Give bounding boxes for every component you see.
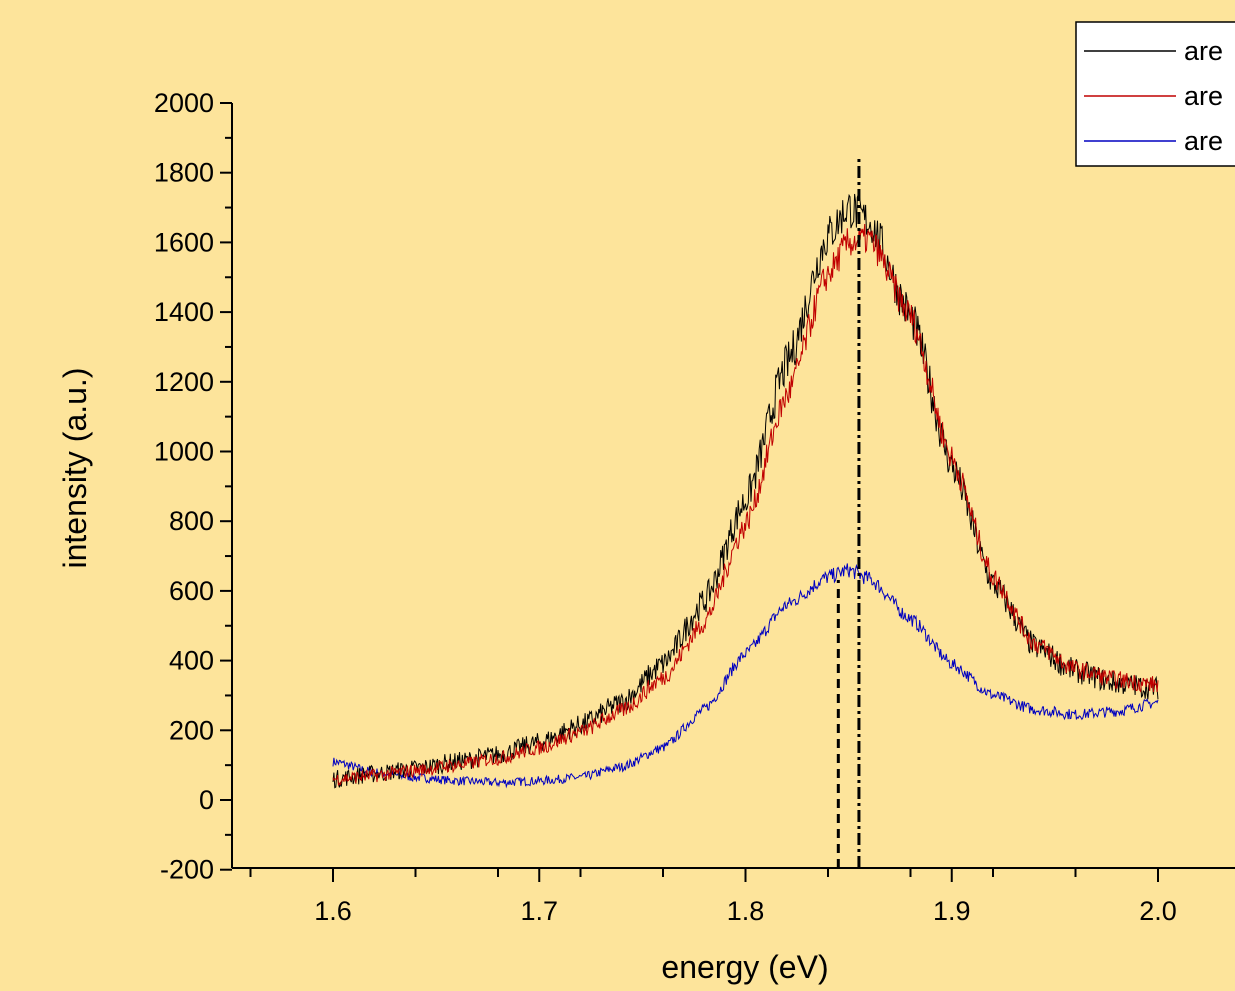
x-tick-label: 1.6 [314,896,352,926]
x-tick-label: 2.0 [1139,896,1177,926]
y-tick-label: 0 [199,785,214,815]
y-tick-label: 1400 [154,297,214,327]
axes: -200 0 200 400 600 800 1000 1200 1400 1600 1800 200… [154,88,1235,926]
y-tick-label: 1000 [154,437,214,467]
y-axis-title: intensity (a.u.) [57,368,93,569]
y-tick-label: 200 [169,715,214,745]
y-tick-label: 600 [169,576,214,606]
y-tick-label: 800 [169,506,214,536]
series-layer [332,193,1159,789]
series-line-1 [332,223,1159,786]
y-tick-label: 1800 [154,158,214,188]
legend-label-1: are [1184,81,1223,111]
series-line-0 [332,193,1159,789]
legend-label-0: are [1184,36,1223,66]
y-tick-label: 1600 [154,227,214,257]
y-tick-label: -200 [160,855,214,885]
legend-box [1075,21,1235,167]
x-axis-title: energy (eV) [661,949,828,985]
x-tick-label: 1.9 [933,896,971,926]
y-tick-label: 2000 [154,88,214,118]
y-tick-label: 1200 [154,367,214,397]
legend: are are are [1075,21,1235,167]
x-tick-label: 1.7 [520,896,558,926]
x-tick-label: 1.8 [727,896,765,926]
reference-lines [836,155,861,868]
y-tick-label: 400 [169,646,214,676]
legend-label-2: are [1184,126,1223,156]
series-line-2 [332,563,1159,789]
